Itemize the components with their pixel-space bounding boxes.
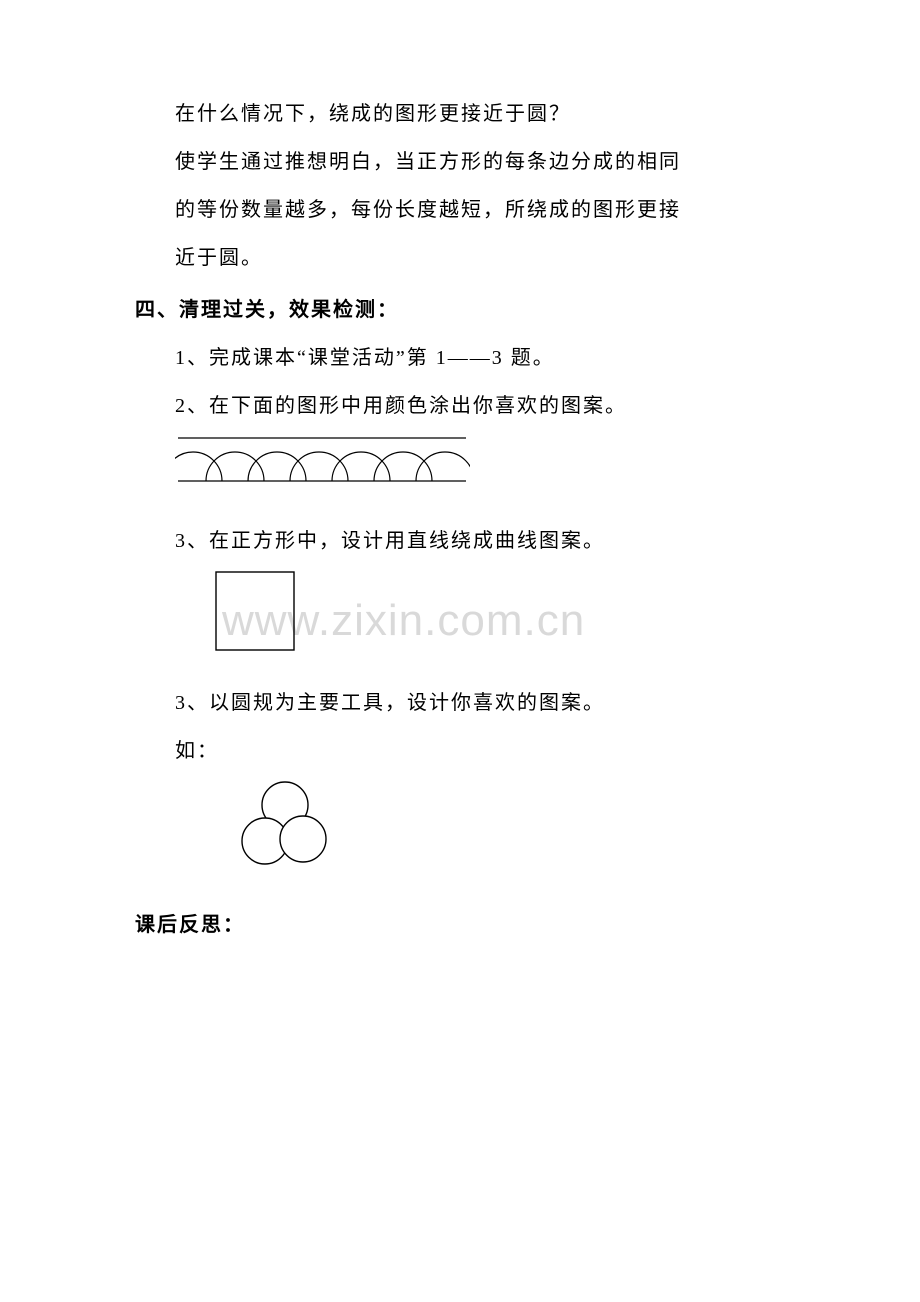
page-content: 在什么情况下，绕成的图形更接近于圆？ 使学生通过推想明白，当正方形的每条边分成的… [135, 90, 785, 949]
circles-figure [235, 781, 335, 869]
item-1: 1、完成课本“课堂活动”第 1——3 题。 [175, 334, 785, 382]
arcs-figure [175, 436, 470, 483]
example-label: 如： [175, 727, 785, 775]
square-figure [215, 571, 295, 651]
item-3: 3、在正方形中，设计用直线绕成曲线图案。 [175, 517, 785, 565]
intro-paragraph: 在什么情况下，绕成的图形更接近于圆？ 使学生通过推想明白，当正方形的每条边分成的… [175, 90, 785, 282]
intro-line-2: 使学生通过推想明白，当正方形的每条边分成的相同 [175, 138, 785, 186]
item-2: 2、在下面的图形中用颜色涂出你喜欢的图案。 [175, 382, 785, 430]
intro-line-4: 近于圆。 [175, 234, 785, 282]
item-3b: 3、以圆规为主要工具，设计你喜欢的图案。 [175, 679, 785, 727]
intro-line-1: 在什么情况下，绕成的图形更接近于圆？ [175, 90, 785, 138]
reflection-heading: 课后反思： [135, 901, 785, 949]
section-4-heading: 四、清理过关，效果检测： [135, 286, 785, 334]
intro-line-3: 的等份数量越多，每份长度越短，所绕成的图形更接 [175, 186, 785, 234]
